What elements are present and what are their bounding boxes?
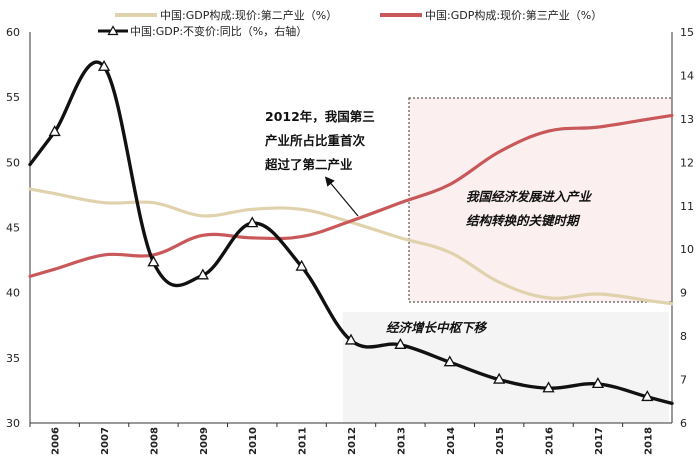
right-axis-tick-label: 6 xyxy=(680,417,687,430)
right-axis-tick-label: 9 xyxy=(680,287,687,300)
x-axis-tick-label: 2013 xyxy=(396,427,407,455)
gdp-growth-point xyxy=(48,125,61,137)
legend-label-tertiary: 中国:GDP构成:现价:第三产业（%） xyxy=(425,8,602,22)
right-axis-tick-label: 7 xyxy=(680,374,687,387)
gdp-growth-point xyxy=(147,255,160,267)
x-axis-tick-label: 2014 xyxy=(446,427,457,455)
right-axis-tick-label: 8 xyxy=(680,330,687,343)
left-axis-tick-label: 30 xyxy=(6,417,20,430)
right-axis-tick-label: 11 xyxy=(680,200,694,213)
legend-label-gdp-growth: 中国:GDP:不变价:同比（%，右轴） xyxy=(130,24,307,38)
left-axis-tick-label: 55 xyxy=(6,91,20,104)
crossover-arrow xyxy=(324,176,359,217)
x-axis-tick-label: 2012 xyxy=(347,427,358,455)
x-axis-tick-label: 2015 xyxy=(495,427,506,455)
x-axis-tick-label: 2010 xyxy=(248,427,259,455)
right-axis-tick-label: 10 xyxy=(680,243,694,256)
x-axis-tick-label: 2007 xyxy=(100,427,111,455)
right-axis-tick-label: 14 xyxy=(680,69,694,82)
left-axis-tick-label: 45 xyxy=(6,222,20,235)
gdp-growth-point xyxy=(542,381,555,393)
legend-label-secondary: 中国:GDP构成:现价:第二产业（%） xyxy=(160,8,337,22)
crossover-annotation-line-2: 产业所占比重首次 xyxy=(265,133,366,148)
x-axis-tick-label: 2008 xyxy=(149,427,160,455)
gdp-growth-point xyxy=(591,377,605,389)
legend-marker-gdp-growth xyxy=(107,25,119,36)
gdp-growth-point xyxy=(394,337,407,349)
slowdown-annotation: 经济增长中枢下移 xyxy=(386,320,488,335)
x-axis-tick-label: 2018 xyxy=(643,427,654,455)
right-axis-tick-label: 12 xyxy=(680,156,694,169)
gdp-growth-point xyxy=(344,333,358,345)
gdp-growth-point xyxy=(196,268,209,280)
x-axis-tick-label: 2009 xyxy=(199,427,210,455)
crossover-annotation-line-1: 2012年，我国第三 xyxy=(265,109,375,124)
series-line-2 xyxy=(28,60,674,406)
right-axis-tick-label: 15 xyxy=(680,26,694,39)
x-axis-tick-label: 2017 xyxy=(594,427,605,455)
x-axis-tick-label: 2011 xyxy=(298,427,309,455)
gdp-growth-point xyxy=(493,372,506,384)
series-line-1 xyxy=(28,113,674,278)
slowdown-region xyxy=(343,312,669,423)
left-axis-tick-label: 50 xyxy=(6,156,20,169)
left-axis-tick-label: 60 xyxy=(6,26,20,39)
gdp-growth-point xyxy=(97,59,111,71)
gdp-growth-point xyxy=(443,355,456,367)
right-axis-tick-label: 13 xyxy=(680,113,694,126)
x-axis-tick-label: 2016 xyxy=(545,427,556,455)
transition-annotation-line-1: 我国经济发展进入产业 xyxy=(466,189,593,204)
gdp-growth-point xyxy=(246,216,259,228)
transition-annotation-line-2: 结构转换的关键时期 xyxy=(466,213,581,228)
legend: 中国:GDP构成:现价:第二产业（%） 中国:GDP构成:现价:第三产业（%） … xyxy=(98,8,602,38)
x-axis-tick-label: 2006 xyxy=(51,427,62,455)
left-axis-tick-label: 40 xyxy=(6,287,20,300)
gdp-growth-point xyxy=(641,390,654,402)
gdp-growth-point xyxy=(295,259,308,271)
left-axis-tick-label: 35 xyxy=(6,352,20,365)
crossover-annotation-line-3: 超过了第二产业 xyxy=(264,157,353,172)
